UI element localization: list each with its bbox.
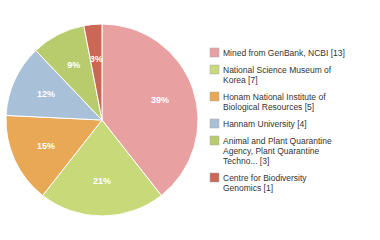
- legend-label-line: National Science Museum of: [223, 65, 332, 75]
- legend-label-line: Centre for Biodiversity: [223, 173, 307, 183]
- slice-label: 15%: [37, 141, 55, 151]
- slice-label: 3%: [90, 54, 103, 64]
- legend-swatch: [210, 65, 219, 74]
- slice-label: 9%: [67, 60, 80, 70]
- legend-swatch: [210, 173, 219, 182]
- legend: Mined from GenBank, NCBI [13] National Sc…: [210, 48, 345, 193]
- legend-label-line: Biological Resources [5]: [223, 102, 314, 112]
- legend-label-line: Techno... [3]: [223, 156, 269, 166]
- legend-label-line: Mined from GenBank, NCBI [13]: [223, 48, 345, 58]
- legend-label-line: Animal and Plant Quarantine: [223, 136, 332, 146]
- pie-slice: [84, 24, 102, 120]
- legend-swatch: [210, 119, 219, 128]
- slice-label: 21%: [93, 176, 111, 186]
- legend-label-line: Agency, Plant Quarantine: [223, 146, 320, 156]
- legend-label: Honam National Institute ofBiological Re…: [223, 92, 326, 112]
- legend-label: Centre for BiodiversityGenomics [1]: [223, 173, 307, 193]
- slices: [6, 24, 198, 216]
- legend-label: Hannam University [4]: [223, 119, 307, 129]
- legend-label-line: Genomics [1]: [223, 183, 273, 193]
- slice-labels: 39% 21% 15% 12% 9% 3%: [37, 54, 169, 187]
- slice-label: 12%: [37, 89, 55, 99]
- legend-label: National Science Museum ofKorea [7]: [223, 65, 332, 85]
- legend-swatch: [210, 136, 219, 145]
- legend-label-line: Honam National Institute of: [223, 92, 326, 102]
- chart: 39% 21% 15% 12% 9% 3% Mined from GenBank, NCBI…: [0, 0, 380, 240]
- legend-label-line: Korea [7]: [223, 75, 258, 85]
- legend-label: Mined from GenBank, NCBI [13]: [223, 48, 345, 58]
- legend-swatch: [210, 48, 219, 57]
- legend-swatch: [210, 92, 219, 101]
- pie-slice: [6, 115, 102, 195]
- legend-label: Animal and Plant QuarantineAgency, Plant…: [223, 136, 332, 166]
- legend-label-line: Hannam University [4]: [223, 119, 307, 129]
- chart-container: 39% 21% 15% 12% 9% 3% Mined from GenBank, NCBI…: [0, 0, 380, 240]
- slice-label: 39%: [151, 95, 169, 105]
